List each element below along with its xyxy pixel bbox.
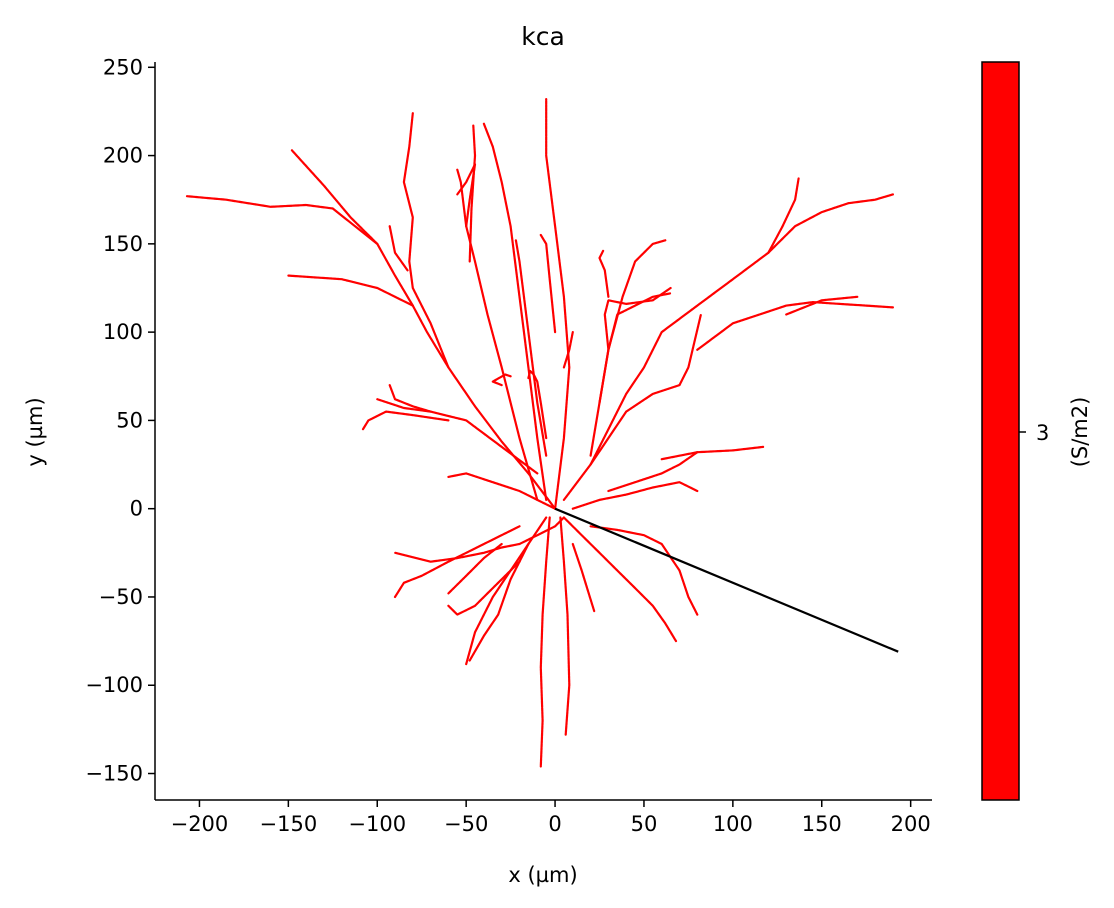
dendrite-branch-28	[393, 516, 566, 563]
dendrite-branch-41	[447, 560, 521, 616]
y-tick-label: 100	[103, 320, 143, 344]
dendrite-branch-14	[562, 331, 574, 369]
dendrite-branch-34	[559, 516, 571, 736]
x-tick-label: 100	[713, 812, 753, 836]
dendrite-branch-31	[465, 516, 548, 666]
dendrite-branch-8	[468, 124, 477, 263]
chart-title: kca	[521, 22, 565, 51]
axon-layer	[554, 507, 899, 653]
dendrite-branch-5	[388, 225, 409, 272]
dendrite-branch-2	[290, 149, 379, 245]
x-tick-label: −150	[260, 812, 318, 836]
axon-line	[554, 507, 899, 653]
x-tick-label: 150	[802, 812, 842, 836]
dendrite-branch-20	[767, 177, 800, 254]
y-tick-label: 50	[116, 408, 143, 432]
dendrite-branch-24	[589, 292, 672, 457]
dendrite-branch-18	[388, 384, 432, 413]
y-tick-label: 150	[103, 232, 143, 256]
dendrite-branch-27	[598, 249, 610, 298]
y-axis-label: y (µm)	[23, 397, 47, 466]
dendrite-branch-22	[785, 295, 859, 316]
dendrite-branch-15	[539, 233, 557, 334]
dendrite-branch-10	[514, 239, 548, 457]
dendrite-branch-12	[491, 373, 512, 387]
y-tick-label: 250	[103, 55, 143, 79]
y-tick-label: −50	[99, 585, 143, 609]
dendrite-branch-40	[660, 445, 765, 461]
dendrite-branch-33	[539, 516, 551, 768]
dendrite-branch-26	[598, 239, 667, 404]
y-tick-label: 200	[103, 144, 143, 168]
colorbar-tick-label: 3	[1036, 421, 1049, 445]
y-tick-label: 0	[130, 497, 143, 521]
dendrite-branch-17	[361, 410, 450, 431]
dendrite-branch-13	[545, 97, 571, 510]
colorbar	[981, 61, 1020, 801]
dendrite-branch-36	[589, 525, 699, 616]
x-ticks: −200 −150 −100 −50 0 50 100 150 200	[171, 800, 931, 836]
x-tick-label: 50	[631, 812, 658, 836]
dendrite-branch-37	[571, 481, 699, 510]
x-tick-label: 200	[891, 812, 931, 836]
dendrite-branch-19	[562, 193, 895, 501]
dendrite-branch-29	[393, 525, 521, 599]
dendrite-branch-16	[376, 398, 539, 475]
dendrite-branch-11	[527, 369, 548, 440]
dendrite-branch-39	[447, 472, 557, 510]
dendrite-branch-35	[562, 516, 678, 643]
x-tick-label: −200	[171, 812, 229, 836]
dendrite-branch-1	[185, 195, 557, 510]
x-tick-label: −100	[348, 812, 406, 836]
x-axis-label: x (µm)	[508, 863, 577, 887]
dendrite-branch-3	[287, 274, 414, 307]
dendrite-branch-32	[468, 542, 530, 662]
y-tick-label: −150	[85, 762, 143, 786]
x-tick-label: 0	[548, 812, 561, 836]
colorbar-label: (S/m2)	[1068, 397, 1092, 468]
dendrite-branch-4	[402, 112, 450, 369]
dendrite-branch-21	[696, 301, 895, 351]
y-tick-label: −100	[85, 673, 143, 697]
dendrite-branch-9	[482, 122, 548, 501]
x-tick-label: −50	[444, 812, 488, 836]
dendrite-branch-25	[603, 286, 672, 351]
dendrite-branch-38	[607, 451, 699, 493]
dendrite-branch-30	[447, 542, 503, 595]
dendrite-branch-42	[571, 542, 596, 613]
dendrite-layer	[185, 97, 895, 768]
dendrite-branch-23	[589, 313, 703, 466]
y-ticks: −150 −100 −50 0 50 100 150 200 250	[85, 55, 155, 786]
